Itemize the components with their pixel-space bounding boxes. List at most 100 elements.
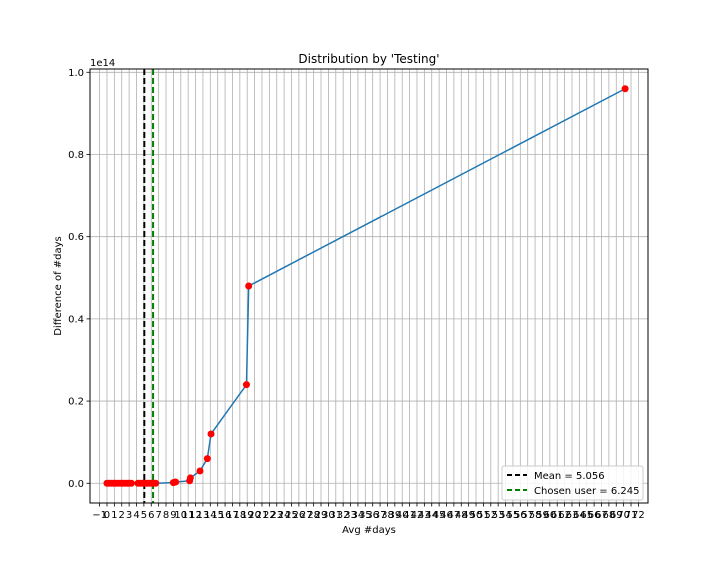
x-tick-label: 49 <box>462 510 475 521</box>
x-tick-label: 40 <box>396 510 409 521</box>
x-tick-label: 8 <box>163 510 169 521</box>
x-tick-label: 2 <box>119 510 125 521</box>
y-tick-label: 1.0 <box>68 68 84 79</box>
x-tick-label: 33 <box>344 510 357 521</box>
x-tick-label: 57 <box>521 510 534 521</box>
x-tick-label: 72 <box>632 510 645 521</box>
y-tick-label: 0.8 <box>68 150 84 161</box>
y-axis-label: Difference of #days <box>53 236 64 336</box>
x-tick-label: 1 <box>111 510 117 521</box>
y-tick-label: 0.0 <box>68 479 84 490</box>
x-tick-label: 26 <box>293 510 306 521</box>
x-tick-label: 39 <box>388 510 401 521</box>
x-axis-label: Avg #days <box>342 525 396 536</box>
data-point <box>203 455 211 463</box>
data-point <box>196 467 204 475</box>
x-tick-label: 67 <box>595 510 608 521</box>
x-tick-label: 27 <box>300 510 313 521</box>
x-tick-label: 14 <box>204 510 217 521</box>
x-tick-label: 25 <box>285 510 298 521</box>
x-tick-label: 24 <box>278 510 291 521</box>
x-tick-label: 60 <box>543 510 556 521</box>
y-axis-ticks: 0.0 0.2 0.4 0.6 0.8 1.0 <box>68 68 90 490</box>
y-tick-label: 0.6 <box>68 232 84 243</box>
legend-box <box>501 465 644 501</box>
x-tick-label: 37 <box>374 510 387 521</box>
plot-frame <box>89 68 649 504</box>
y-axis-offset-label: 1e14 <box>90 58 115 69</box>
data-point <box>186 474 194 482</box>
x-tick-label: 48 <box>455 510 468 521</box>
legend: Mean = 5.056 Chosen user = 6.245 <box>501 465 644 501</box>
x-tick-label: 58 <box>529 510 542 521</box>
x-tick-label: 62 <box>558 510 571 521</box>
x-tick-label: 34 <box>352 510 365 521</box>
x-tick-label: 23 <box>270 510 283 521</box>
x-tick-label: 21 <box>256 510 269 521</box>
x-tick-label: 30 <box>322 510 335 521</box>
x-tick-label: 52 <box>484 510 497 521</box>
x-tick-label: 70 <box>617 510 630 521</box>
x-tick-label: 32 <box>337 510 350 521</box>
x-tick-label: 59 <box>536 510 549 521</box>
x-tick-label: 64 <box>573 510 586 521</box>
x-tick-label: 46 <box>440 510 453 521</box>
x-tick-label: 0 <box>104 510 110 521</box>
x-tick-label: 69 <box>610 510 623 521</box>
x-tick-label: 5 <box>141 510 147 521</box>
chart-title: Distribution by 'Testing' <box>298 52 439 66</box>
x-tick-label: 13 <box>197 510 210 521</box>
x-tick-label: 29 <box>315 510 328 521</box>
y-tick-label: 0.4 <box>68 314 84 325</box>
x-tick-label: 7 <box>155 510 161 521</box>
x-tick-label: 10 <box>174 510 187 521</box>
y-tick-label: 0.2 <box>68 397 84 408</box>
data-point <box>152 479 160 487</box>
data-point <box>127 479 135 487</box>
x-tick-label: 66 <box>588 510 601 521</box>
data-point <box>242 381 250 389</box>
x-tick-label: 65 <box>580 510 593 521</box>
x-tick-label: 56 <box>514 510 527 521</box>
x-tick-label: 54 <box>499 510 512 521</box>
x-tick-label: 47 <box>448 510 461 521</box>
x-tick-label: 45 <box>433 510 446 521</box>
x-tick-label: 11 <box>182 510 195 521</box>
x-tick-label: 61 <box>551 510 564 521</box>
x-tick-label: 36 <box>366 510 379 521</box>
grid-lines <box>90 69 648 503</box>
x-tick-label: 53 <box>492 510 505 521</box>
x-tick-label: 18 <box>233 510 246 521</box>
legend-mean-label: Mean = 5.056 <box>534 471 605 482</box>
x-tick-label: 6 <box>148 510 154 521</box>
data-point <box>172 478 180 486</box>
x-tick-label: −1 <box>92 510 107 521</box>
x-tick-label: 44 <box>425 510 438 521</box>
x-tick-label: 15 <box>211 510 224 521</box>
x-tick-label: 51 <box>477 510 490 521</box>
x-tick-label: 12 <box>189 510 202 521</box>
x-tick-label: 43 <box>418 510 431 521</box>
x-tick-label: 35 <box>359 510 372 521</box>
x-tick-label: 31 <box>329 510 342 521</box>
x-tick-label: 42 <box>411 510 424 521</box>
x-tick-label: 16 <box>219 510 232 521</box>
x-tick-label: 71 <box>625 510 638 521</box>
data-point <box>207 430 215 438</box>
x-tick-label: 68 <box>603 510 616 521</box>
x-tick-label: 4 <box>133 510 139 521</box>
x-axis-ticks: −10 1 2 3 4 5 6 7 8 91011121314151617181920212223… <box>92 503 645 521</box>
x-tick-label: 28 <box>307 510 320 521</box>
x-tick-label: 17 <box>226 510 239 521</box>
x-tick-label: 50 <box>470 510 483 521</box>
x-tick-label: 41 <box>403 510 416 521</box>
x-tick-label: 22 <box>263 510 276 521</box>
legend-chosen-label: Chosen user = 6.245 <box>534 486 640 497</box>
data-point <box>245 282 253 290</box>
x-tick-label: 63 <box>566 510 579 521</box>
x-tick-label: 3 <box>126 510 132 521</box>
x-tick-label: 20 <box>248 510 261 521</box>
reference-lines <box>143 69 155 503</box>
x-tick-label: 55 <box>507 510 520 521</box>
